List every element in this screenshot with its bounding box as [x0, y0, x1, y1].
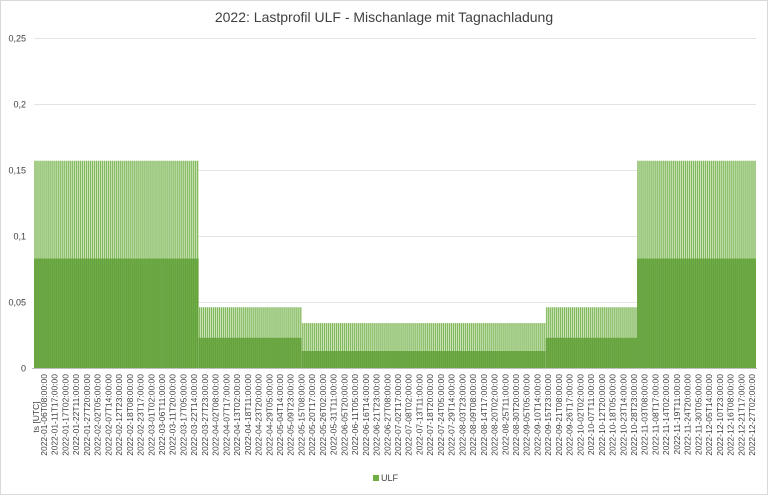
- x-tick-label: 2022-11-19T11:00:00: [672, 374, 682, 455]
- x-tick-label: 2022-09-21T08:00:00: [554, 374, 564, 456]
- x-tick-label: 2022-06-11T05:00:00: [350, 374, 360, 455]
- x-tick-label: 2022-09-10T14:00:00: [533, 374, 543, 456]
- x-tick-label: 2022-08-14T17:00:00: [479, 374, 489, 456]
- x-tick-label: 2022-05-31T11:00:00: [329, 374, 339, 455]
- x-tick-label: 2022-11-24T20:00:00: [683, 374, 693, 455]
- bar-base: [545, 337, 637, 368]
- x-tick-label: 2022-02-07T14:00:00: [103, 374, 113, 456]
- y-axis-ticks: 0 0,05 0,1 0,15 0,2 0,25: [8, 34, 26, 374]
- x-tick-label: 2022-04-18T11:00:00: [243, 374, 253, 455]
- x-tick-label: 2022-01-11T17:00:00: [50, 374, 60, 455]
- x-tick-label: 2022-01-17T02:00:00: [61, 374, 71, 456]
- x-tick-label: 2022-07-13T11:00:00: [415, 374, 425, 455]
- x-tick-label: 2022-07-02T17:00:00: [393, 374, 403, 456]
- x-tick-label: 2022-08-30T20:00:00: [511, 374, 521, 456]
- x-tick-label: 2022-08-09T08:00:00: [468, 374, 478, 456]
- x-tick-label: 2022-05-04T14:00:00: [275, 374, 285, 456]
- x-tick-label: 2022-05-20T17:00:00: [307, 374, 317, 456]
- x-tick-label: 2022-03-01T02:00:00: [146, 374, 156, 456]
- legend-swatch: [373, 475, 379, 481]
- x-tick-label: 2022-09-05T05:00:00: [522, 374, 532, 456]
- y-tick-label: 0,15: [8, 166, 26, 176]
- x-tick-label: 2022-05-26T02:00:00: [318, 374, 328, 456]
- x-tick-label: 2022-08-20T02:00:00: [490, 374, 500, 456]
- x-tick-label: 2022-03-11T20:00:00: [168, 374, 178, 455]
- bars: [34, 160, 756, 368]
- x-tick-label: 2022-07-29T14:00:00: [447, 374, 457, 456]
- x-tick-label: 2022-10-18T05:00:00: [608, 374, 618, 456]
- x-tick-label: 2022-02-12T23:00:00: [114, 374, 124, 456]
- x-tick-label: 2022-10-07T11:00:00: [586, 374, 596, 455]
- x-tick-label: 2022-11-30T05:00:00: [693, 374, 703, 455]
- x-tick-label: 2022-12-05T14:00:00: [704, 374, 714, 456]
- x-tick-label: 2022-06-21T23:00:00: [372, 374, 382, 456]
- x-tick-label: 2022-02-02T05:00:00: [93, 374, 103, 456]
- x-tick-label: 2022-01-27T20:00:00: [82, 374, 92, 456]
- x-tick-label: 2022-03-27T23:00:00: [200, 374, 210, 456]
- x-tick-label: 2022-06-27T08:00:00: [382, 374, 392, 456]
- x-tick-label: 2022-06-16T14:00:00: [361, 374, 371, 456]
- x-tick-label: 2022-04-02T08:00:00: [211, 374, 221, 456]
- x-tick-label: 2022-07-08T02:00:00: [404, 374, 414, 456]
- x-tick-label: 2022-09-15T23:00:00: [543, 374, 553, 456]
- x-tick-label: 2022-12-27T02:00:00: [747, 374, 757, 456]
- x-tick-label: 2022-08-25T11:00:00: [500, 374, 510, 455]
- x-tick-label: 2022-05-15T08:00:00: [297, 374, 307, 456]
- y-tick-label: 0,1: [13, 232, 26, 242]
- x-tick-label: 2022-08-03T23:00:00: [457, 374, 467, 456]
- y-tick-label: 0,25: [8, 34, 26, 44]
- x-tick-label: 2022-03-22T14:00:00: [189, 374, 199, 456]
- y-tick-label: 0,05: [8, 298, 26, 308]
- x-tick-label: 2022-06-05T20:00:00: [339, 374, 349, 456]
- x-tick-label: 2022-11-03T08:00:00: [640, 374, 650, 455]
- y-tick-label: 0,2: [13, 100, 26, 110]
- x-tick-label: 2022-10-28T23:00:00: [629, 374, 639, 456]
- bar-band: [545, 307, 637, 338]
- x-axis-label: ts [UTC]: [31, 401, 41, 432]
- x-tick-label: 2022-09-26T17:00:00: [565, 374, 575, 456]
- legend-label: ULF: [381, 473, 399, 483]
- x-tick-label: 2022-11-08T17:00:00: [651, 374, 661, 455]
- x-tick-label: 2022-04-29T05:00:00: [264, 374, 274, 456]
- bar-base: [198, 337, 302, 368]
- x-tick-label: 2022-01-22T11:00:00: [71, 374, 81, 455]
- x-tick-label: 2022-12-10T23:00:00: [715, 374, 725, 456]
- x-tick-label: 2022-10-23T14:00:00: [618, 374, 628, 456]
- x-tick-label: 2022-10-12T20:00:00: [597, 374, 607, 456]
- x-tick-label: 2022-02-18T08:00:00: [125, 374, 135, 456]
- x-tick-label: 2022-04-13T02:00:00: [232, 374, 242, 456]
- y-tick-label: 0: [21, 364, 26, 374]
- bar-band: [636, 160, 756, 259]
- x-tick-label: 2022-03-06T11:00:00: [157, 374, 167, 455]
- x-tick-label: 2022-10-02T02:00:00: [575, 374, 585, 456]
- bar-base: [636, 258, 756, 368]
- x-tick-label: 2022-04-23T20:00:00: [254, 374, 264, 456]
- x-tick-label: 2022-05-09T23:00:00: [286, 374, 296, 456]
- x-tick-label: 2022-12-21T17:00:00: [736, 374, 746, 456]
- x-tick-label: 2022-07-18T20:00:00: [425, 374, 435, 456]
- chart-title: 2022: Lastprofil ULF - Mischanlage mit T…: [215, 9, 553, 25]
- x-tick-label: 2022-01-06T08:00:00: [39, 374, 49, 456]
- x-tick-label: 2022-07-24T05:00:00: [436, 374, 446, 456]
- bar-band: [198, 307, 302, 338]
- x-tick-label: 2022-02-23T17:00:00: [136, 374, 146, 456]
- legend: ULF: [373, 473, 399, 483]
- x-tick-label: 2022-04-07T17:00:00: [221, 374, 231, 456]
- x-tick-label: 2022-11-14T02:00:00: [661, 374, 671, 455]
- x-axis-ticks: 2022-01-06T08:00:00 2022-01-11T17:00:00 20…: [39, 374, 757, 456]
- x-tick-label: 2022-03-17T05:00:00: [179, 374, 189, 456]
- x-tick-label: 2022-12-16T08:00:00: [726, 374, 736, 456]
